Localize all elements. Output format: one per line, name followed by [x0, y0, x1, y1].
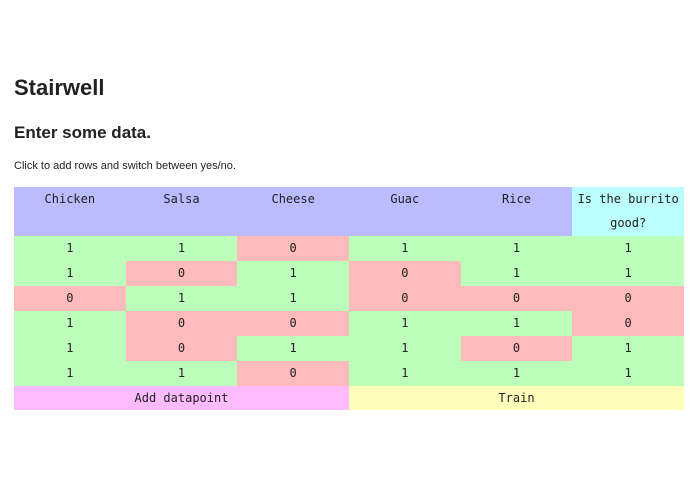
toggle-cell[interactable]: 0 — [460, 286, 573, 311]
toggle-cell[interactable]: 1 — [14, 311, 126, 336]
toggle-cell[interactable]: 1 — [237, 336, 349, 361]
train-button[interactable]: Train — [348, 386, 684, 410]
column-header: Guac — [348, 187, 461, 236]
toggle-cell[interactable]: 1 — [572, 361, 684, 386]
toggle-cell[interactable]: 0 — [125, 311, 238, 336]
toggle-cell[interactable]: 0 — [460, 336, 573, 361]
toggle-cell[interactable]: 0 — [125, 336, 238, 361]
toggle-cell[interactable]: 1 — [14, 236, 126, 261]
data-table: Chicken Salsa Cheese Guac Rice Is the burrito… — [14, 187, 684, 410]
toggle-cell[interactable]: 1 — [237, 261, 349, 286]
toggle-cell[interactable]: 0 — [348, 261, 461, 286]
toggle-cell[interactable]: 1 — [14, 261, 126, 286]
toggle-cell[interactable]: 1 — [237, 286, 349, 311]
toggle-cell[interactable]: 0 — [237, 236, 349, 261]
toggle-cell[interactable]: 1 — [348, 361, 461, 386]
toggle-cell[interactable]: 1 — [125, 361, 238, 386]
column-header: Cheese — [237, 187, 349, 236]
column-header: Rice — [460, 187, 573, 236]
toggle-cell[interactable]: 1 — [460, 261, 573, 286]
column-header: Is the burrito good? — [572, 187, 684, 236]
page-title: Stairwell — [14, 75, 105, 100]
column-header: Chicken — [14, 187, 126, 236]
toggle-cell[interactable]: 1 — [348, 311, 461, 336]
toggle-cell[interactable]: 1 — [572, 261, 684, 286]
toggle-cell[interactable]: 0 — [572, 311, 684, 336]
toggle-cell[interactable]: 1 — [348, 336, 461, 361]
toggle-cell[interactable]: 1 — [460, 361, 573, 386]
instructions: Click to add rows and switch between yes… — [14, 160, 236, 172]
subtitle: Enter some data. — [14, 123, 151, 142]
toggle-cell[interactable]: 1 — [14, 336, 126, 361]
toggle-cell[interactable]: 1 — [348, 236, 461, 261]
toggle-cell[interactable]: 0 — [125, 261, 238, 286]
toggle-cell[interactable]: 0 — [237, 361, 349, 386]
toggle-cell[interactable]: 0 — [348, 286, 461, 311]
toggle-cell[interactable]: 0 — [237, 311, 349, 336]
add-datapoint-button[interactable]: Add datapoint — [14, 386, 349, 410]
toggle-cell[interactable]: 1 — [572, 236, 684, 261]
toggle-cell[interactable]: 0 — [14, 286, 126, 311]
toggle-cell[interactable]: 1 — [14, 361, 126, 386]
toggle-cell[interactable]: 0 — [572, 286, 684, 311]
column-header: Salsa — [125, 187, 238, 236]
toggle-cell[interactable]: 1 — [125, 286, 238, 311]
toggle-cell[interactable]: 1 — [572, 336, 684, 361]
toggle-cell[interactable]: 1 — [125, 236, 238, 261]
toggle-cell[interactable]: 1 — [460, 236, 573, 261]
toggle-cell[interactable]: 1 — [460, 311, 573, 336]
